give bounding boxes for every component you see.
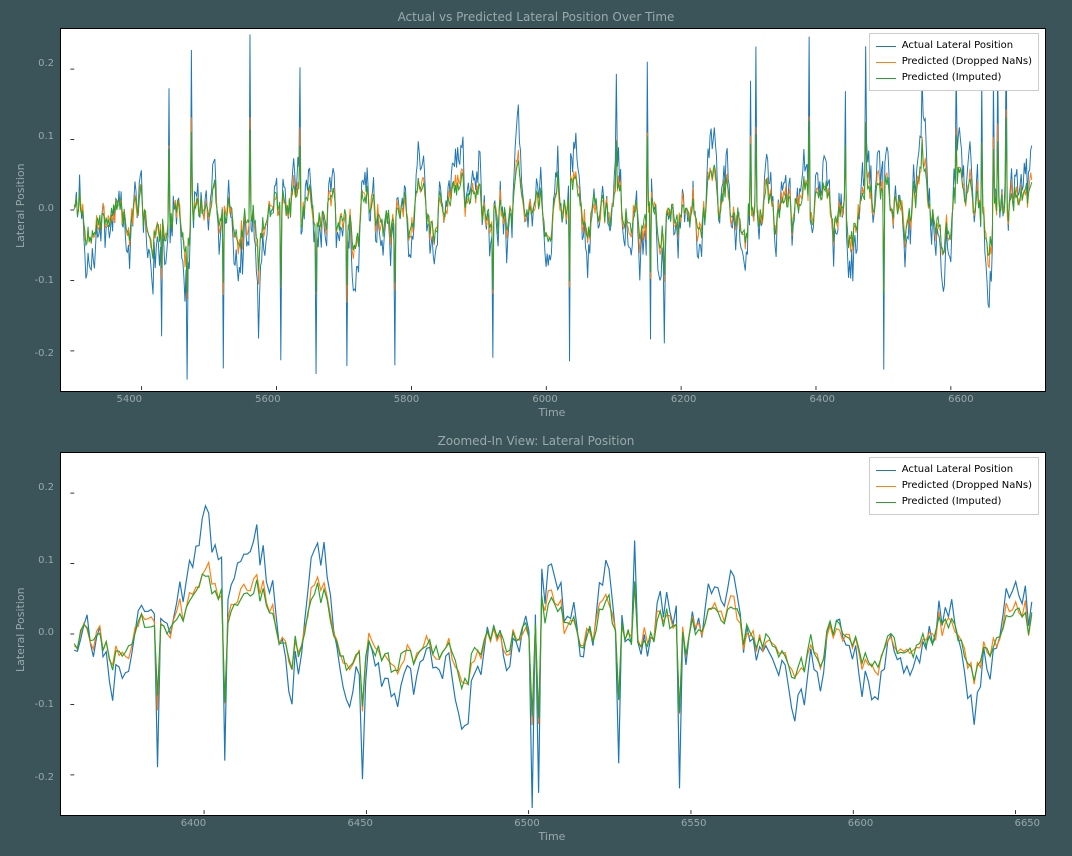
- xtick-label: 6500: [507, 818, 547, 829]
- legend-label: Predicted (Imputed): [902, 494, 1002, 510]
- top-xlabel: Time: [60, 406, 1044, 419]
- bottom-legend: Actual Lateral PositionPredicted (Droppe…: [869, 457, 1039, 515]
- xtick-label: 5400: [109, 394, 149, 405]
- xtick-label: 6400: [802, 394, 842, 405]
- legend-label: Actual Lateral Position: [902, 38, 1013, 54]
- xtick-label: 6000: [525, 394, 565, 405]
- ytick-label: 0.0: [14, 203, 54, 214]
- ytick-label: 0.1: [14, 131, 54, 142]
- legend-label: Predicted (Imputed): [902, 70, 1002, 86]
- xtick-label: 6650: [1007, 818, 1047, 829]
- legend-item: Actual Lateral Position: [876, 462, 1032, 478]
- ytick-label: -0.2: [14, 348, 54, 359]
- top-chart: Actual Lateral PositionPredicted (Droppe…: [60, 28, 1046, 392]
- xtick-label: 5600: [248, 394, 288, 405]
- legend-item: Predicted (Imputed): [876, 70, 1032, 86]
- legend-label: Predicted (Dropped NaNs): [902, 478, 1032, 494]
- xtick-label: 6600: [841, 818, 881, 829]
- xtick-label: 6600: [941, 394, 981, 405]
- xtick-label: 5800: [386, 394, 426, 405]
- ytick-label: -0.2: [14, 772, 54, 783]
- legend-item: Predicted (Imputed): [876, 494, 1032, 510]
- ytick-label: 0.1: [14, 555, 54, 566]
- legend-swatch: [876, 78, 896, 79]
- legend-label: Actual Lateral Position: [902, 462, 1013, 478]
- ytick-label: -0.1: [14, 699, 54, 710]
- series-actual: [74, 506, 1032, 808]
- legend-item: Predicted (Dropped NaNs): [876, 478, 1032, 494]
- legend-label: Predicted (Dropped NaNs): [902, 54, 1032, 70]
- series-imputed: [74, 118, 1032, 295]
- top-legend: Actual Lateral PositionPredicted (Droppe…: [869, 33, 1039, 91]
- xtick-label: 6550: [674, 818, 714, 829]
- xtick-label: 6450: [340, 818, 380, 829]
- top-title: Actual vs Predicted Lateral Position Ove…: [0, 10, 1072, 24]
- bottom-xlabel: Time: [60, 830, 1044, 843]
- xtick-label: 6400: [173, 818, 213, 829]
- bottom-chart: Actual Lateral PositionPredicted (Droppe…: [60, 452, 1046, 816]
- legend-item: Predicted (Dropped NaNs): [876, 54, 1032, 70]
- xtick-label: 6200: [664, 394, 704, 405]
- legend-swatch: [876, 502, 896, 503]
- bottom-title: Zoomed-In View: Lateral Position: [0, 434, 1072, 448]
- ytick-label: 0.0: [14, 627, 54, 638]
- legend-swatch: [876, 486, 896, 487]
- figure: Actual vs Predicted Lateral Position Ove…: [0, 0, 1072, 856]
- legend-swatch: [876, 470, 896, 471]
- ytick-label: 0.2: [14, 482, 54, 493]
- series-dropped-nans: [74, 562, 1032, 725]
- ytick-label: -0.1: [14, 275, 54, 286]
- legend-swatch: [876, 62, 896, 63]
- ytick-label: 0.2: [14, 58, 54, 69]
- legend-item: Actual Lateral Position: [876, 38, 1032, 54]
- legend-swatch: [876, 46, 896, 47]
